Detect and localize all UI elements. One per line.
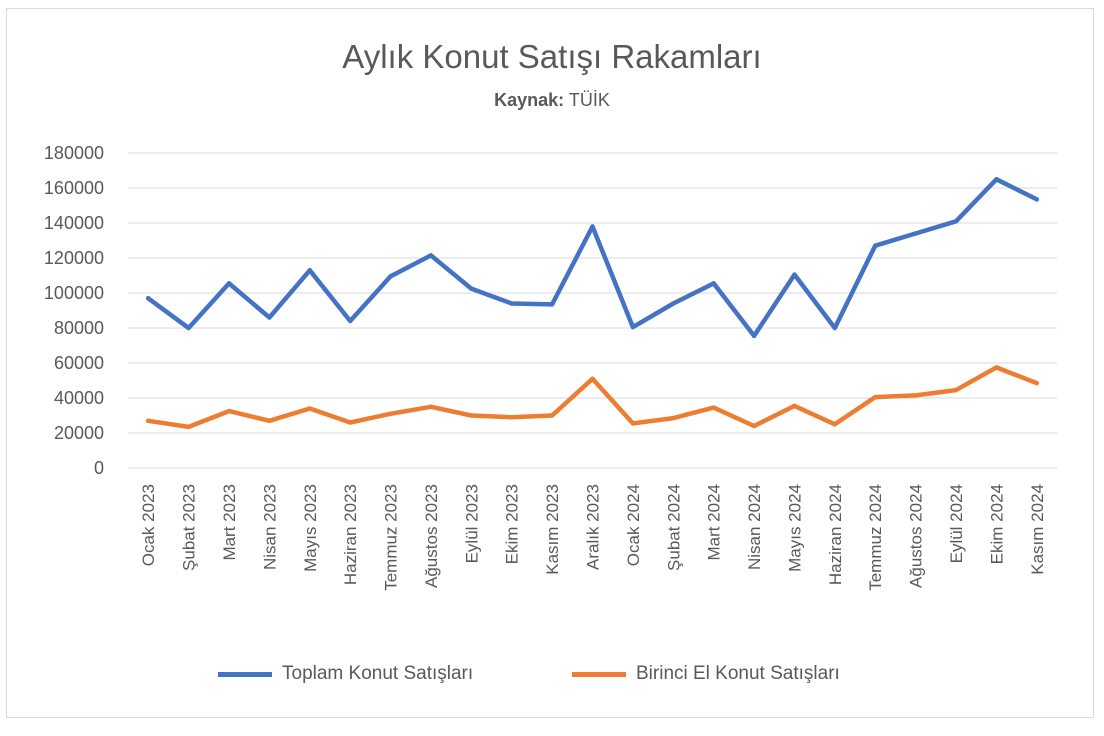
x-tick-label: Kasım 2024: [1028, 484, 1047, 575]
data-point: [549, 413, 555, 418]
data-point: [1034, 197, 1040, 202]
data-point: [792, 272, 797, 277]
x-tick-label: Ocak 2024: [624, 484, 643, 566]
data-point: [630, 324, 636, 330]
x-tick-label: Ağustos 2024: [907, 484, 926, 588]
data-point: [832, 422, 838, 427]
data-point: [994, 177, 999, 182]
x-tick-label: Nisan 2024: [745, 484, 764, 570]
chart-title: Aylık Konut Satışı Rakamları: [342, 38, 762, 75]
data-point: [590, 224, 595, 229]
x-tick-label: Kasım 2023: [543, 484, 562, 575]
data-point: [873, 243, 878, 248]
data-point: [307, 406, 312, 411]
y-tick-label: 0: [94, 458, 104, 478]
data-point: [428, 404, 434, 409]
x-tick-label: Temmuz 2024: [866, 484, 885, 591]
data-point: [509, 415, 514, 420]
data-point: [711, 281, 716, 286]
data-point: [671, 301, 676, 306]
subtitle-source-label: Kaynak:: [494, 90, 565, 110]
y-tick-label: 180000: [44, 143, 104, 163]
y-tick-label: 40000: [54, 388, 104, 408]
legend-item-birinci-el: Birinci El Konut Satışları: [572, 663, 840, 685]
data-point: [267, 418, 272, 423]
x-tick-label: Şubat 2023: [180, 484, 199, 571]
x-tick-label: Ağustos 2023: [422, 484, 441, 588]
data-point: [226, 281, 232, 286]
data-point: [307, 268, 312, 273]
y-tick-label: 140000: [44, 213, 104, 233]
data-point: [711, 405, 716, 410]
y-tick-label: 100000: [44, 283, 104, 303]
data-point: [549, 302, 555, 307]
data-point: [630, 421, 636, 426]
x-tick-label: Haziran 2024: [826, 484, 845, 585]
data-point: [469, 286, 474, 291]
data-point: [751, 423, 757, 429]
data-point: [751, 333, 757, 339]
chart-subtitle: Kaynak: TÜİK: [0, 90, 1104, 111]
data-point: [1034, 380, 1040, 386]
x-tick-label: Şubat 2024: [664, 484, 683, 571]
legend-label-birinci-el: Birinci El Konut Satışları: [636, 663, 840, 684]
data-point: [873, 394, 878, 400]
x-tick-label: Mayıs 2024: [785, 484, 804, 572]
series-line-1: [145, 365, 1040, 430]
legend-item-toplam: Toplam Konut Satışları: [218, 663, 473, 685]
data-point: [590, 376, 595, 381]
x-tick-label: Ocak 2023: [139, 484, 158, 566]
x-tick-label: Ekim 2023: [503, 484, 522, 564]
y-tick-label: 20000: [54, 423, 104, 443]
x-tick-label: Eylül 2023: [462, 484, 481, 563]
data-point: [671, 415, 676, 421]
legend-swatch-toplam: [218, 671, 272, 677]
x-tick-label: Nisan 2023: [260, 484, 279, 570]
legend-swatch-birinci-el: [572, 671, 626, 677]
data-point: [913, 231, 918, 236]
data-point: [953, 219, 959, 224]
x-tick-label: Mayıs 2023: [301, 484, 320, 572]
data-point: [347, 420, 353, 425]
data-point: [186, 325, 191, 331]
y-tick-label: 80000: [54, 318, 104, 338]
data-point: [509, 301, 514, 306]
data-point: [347, 318, 353, 324]
data-point: [226, 408, 232, 414]
data-point: [913, 393, 918, 398]
data-point: [832, 325, 838, 331]
data-point: [953, 387, 959, 393]
data-point: [994, 365, 999, 370]
x-tick-label: Haziran 2023: [341, 484, 360, 585]
x-tick-label: Ekim 2024: [987, 484, 1006, 564]
data-point: [428, 253, 434, 258]
subtitle-source-value: TÜİK: [568, 90, 610, 110]
y-tick-label: 60000: [54, 353, 104, 373]
data-point: [186, 424, 191, 430]
data-point: [792, 403, 797, 409]
y-tick-label: 120000: [44, 248, 104, 268]
x-tick-label: Mart 2023: [220, 484, 239, 561]
x-tick-label: Mart 2024: [705, 484, 724, 561]
data-point: [145, 418, 151, 423]
y-tick-label: 160000: [44, 178, 104, 198]
data-point: [267, 315, 272, 320]
data-point: [388, 274, 393, 279]
data-point: [145, 296, 151, 301]
x-tick-label: Eylül 2024: [947, 484, 966, 563]
x-tick-label: Aralık 2023: [584, 484, 603, 570]
x-tick-label: Temmuz 2023: [382, 484, 401, 591]
legend-label-toplam: Toplam Konut Satışları: [282, 663, 474, 684]
data-point: [388, 411, 393, 416]
data-point: [469, 413, 474, 418]
